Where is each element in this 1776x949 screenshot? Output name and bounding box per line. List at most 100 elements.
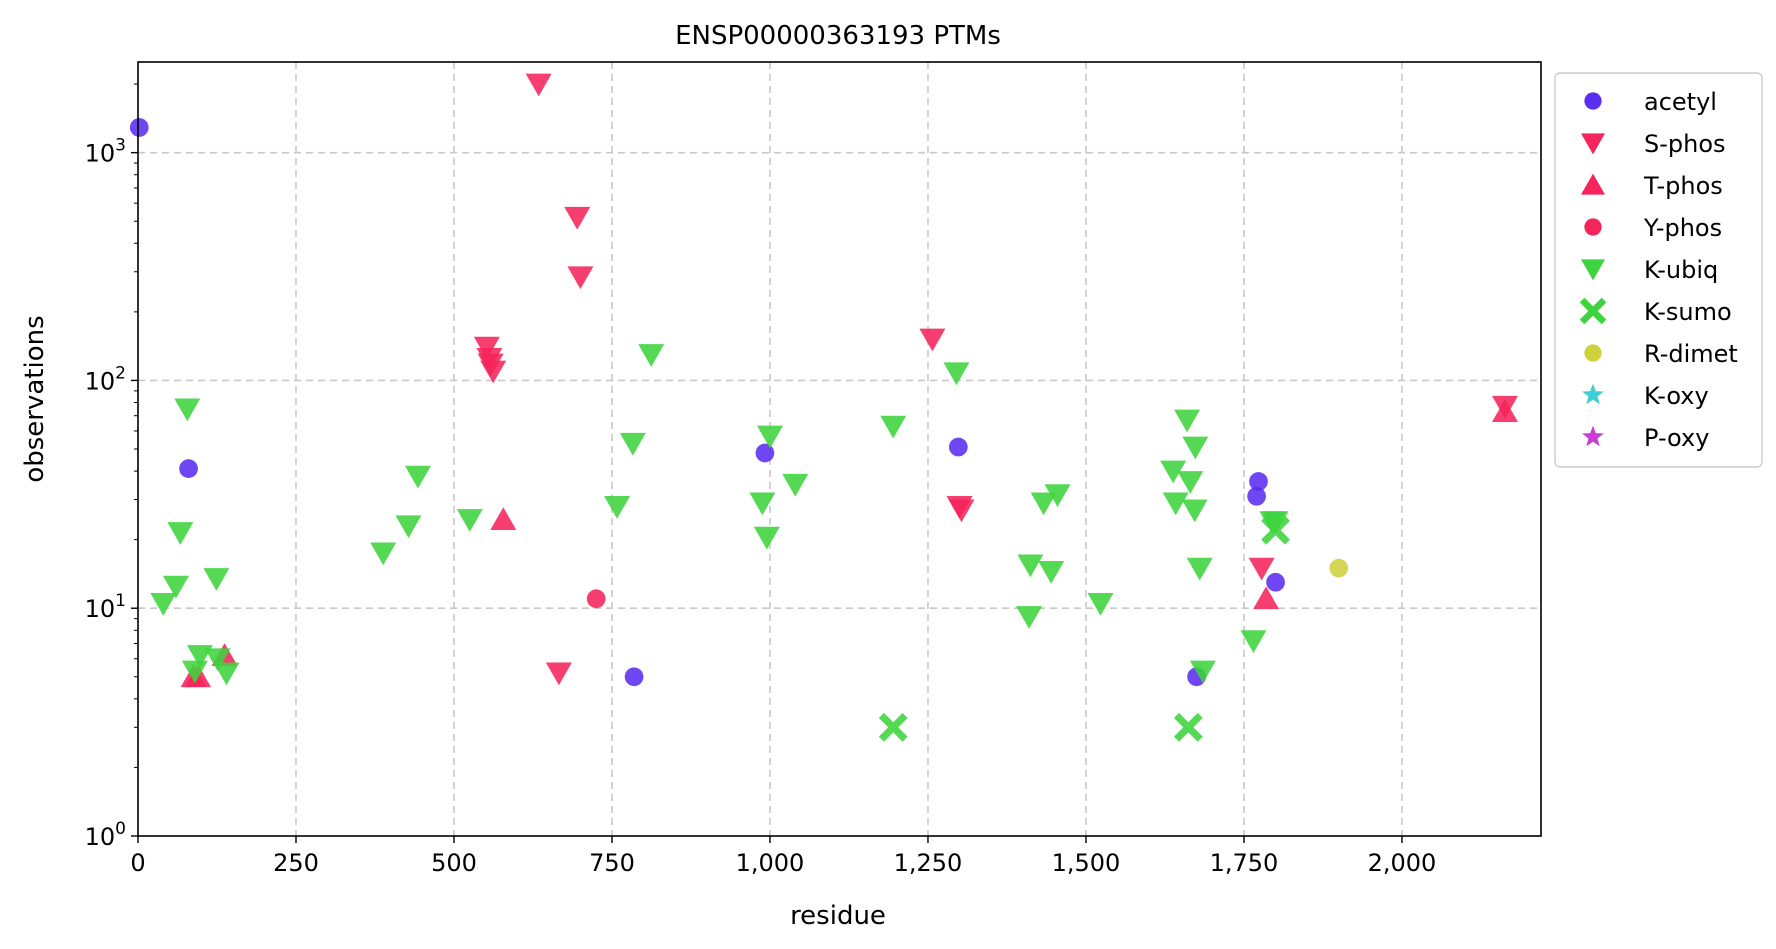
k-ubiq-point — [753, 526, 780, 550]
s-phos-point — [1248, 557, 1275, 581]
k-ubiq-point — [943, 362, 970, 386]
x-tick-label: 1,500 — [1052, 849, 1121, 877]
x-tick-label: 500 — [431, 849, 477, 877]
acetyl-point — [129, 118, 149, 137]
data-points — [129, 73, 1518, 742]
k-ubiq-point — [1162, 492, 1189, 516]
legend: acetyl S-phos T-phos Y-phos K-ubiq K-sumo R-di… — [1554, 72, 1763, 468]
k-ubiq-point — [456, 509, 483, 532]
k-ubiq-point — [1177, 471, 1204, 494]
k-ubiq-point — [1181, 499, 1208, 523]
chart-title: ENSP00000363193 PTMs — [675, 21, 1001, 51]
legend-box — [1554, 72, 1763, 468]
k-ubiq-point — [1240, 630, 1267, 654]
legend-marker-r-dimet — [1584, 344, 1602, 362]
k-ubiq-point — [167, 522, 194, 545]
k-ubiq-point — [604, 495, 631, 519]
y-axis-label: observations — [20, 315, 50, 482]
acetyl-point — [1247, 486, 1266, 506]
k-ubiq-point — [1174, 409, 1201, 433]
k-ubiq-point — [1189, 660, 1216, 684]
k-ubiq-point — [370, 542, 397, 566]
legend-label-s-phos: S-phos — [1644, 130, 1726, 158]
k-ubiq-point — [181, 660, 208, 684]
legend-marker-k-sumo — [1579, 297, 1607, 325]
acetyl-point — [948, 437, 968, 457]
k-ubiq-point — [749, 492, 776, 516]
acetyl-point — [624, 667, 644, 687]
k-ubiq-point — [395, 515, 422, 539]
acetyl-point — [1266, 572, 1285, 592]
y-phos-point — [586, 589, 606, 609]
s-phos-point — [567, 266, 594, 290]
x-tick-label: 1,750 — [1210, 849, 1279, 877]
legend-label-acetyl: acetyl — [1644, 88, 1717, 116]
k-ubiq-point — [1016, 606, 1043, 629]
k-ubiq-point — [1044, 484, 1071, 508]
x-tick-label: 0 — [130, 849, 145, 877]
legend-label-k-ubiq: K-ubiq — [1644, 256, 1718, 284]
k-sumo-point — [878, 712, 908, 742]
k-ubiq-point — [880, 415, 907, 439]
s-phos-point — [564, 206, 591, 230]
k-ubiq-point — [203, 568, 230, 591]
k-ubiq-point — [174, 398, 201, 422]
acetyl-point — [1249, 472, 1268, 491]
series-r-dimet — [1329, 558, 1349, 578]
legend-marker-y-phos — [1584, 218, 1602, 236]
k-ubiq-point — [1038, 561, 1065, 584]
t-phos-point — [490, 507, 517, 530]
series-k-ubiq — [150, 344, 1289, 686]
k-ubiq-point — [1087, 592, 1114, 616]
x-tick-label: 1,250 — [894, 849, 963, 877]
k-ubiq-point — [213, 662, 240, 686]
t-phos-point — [1491, 399, 1518, 422]
k-ubiq-point — [1030, 492, 1057, 516]
series-y-phos — [586, 589, 606, 609]
legend-marker-s-phos — [1581, 133, 1605, 155]
k-sumo-point — [1173, 712, 1203, 742]
x-tick-label: 2,000 — [1368, 849, 1437, 877]
series-k-sumo — [878, 515, 1290, 742]
x-tick-label: 250 — [273, 849, 319, 877]
legend-label-t-phos: T-phos — [1643, 172, 1723, 200]
k-ubiq-point — [619, 432, 646, 456]
acetyl-point — [755, 443, 775, 463]
legend-marker-k-ubiq — [1581, 259, 1605, 281]
legend-label-k-sumo: K-sumo — [1644, 298, 1732, 326]
k-sumo-point — [1261, 515, 1290, 545]
s-phos-point — [545, 662, 572, 686]
x-axis: 0 250 500 750 1,000 1,250 1,500 1,750 2,000 — [130, 836, 1436, 877]
k-ubiq-point — [1182, 436, 1209, 460]
legend-marker-t-phos — [1581, 173, 1605, 195]
k-ubiq-point — [782, 473, 809, 497]
k-ubiq-point — [162, 575, 189, 599]
s-phos-point — [480, 360, 507, 384]
s-phos-point — [525, 73, 552, 97]
k-ubiq-point — [1262, 511, 1289, 534]
k-ubiq-point — [404, 465, 431, 489]
legend-label-k-oxy: K-oxy — [1644, 382, 1709, 410]
r-dimet-point — [1329, 558, 1349, 578]
series-acetyl — [129, 118, 1285, 687]
x-tick-label: 1,000 — [736, 849, 805, 877]
legend-marker-k-oxy — [1582, 383, 1604, 405]
k-ubiq-point — [756, 425, 783, 449]
legend-label-y-phos: Y-phos — [1643, 214, 1722, 242]
legend-label-p-oxy: P-oxy — [1644, 424, 1709, 452]
k-ubiq-point — [1186, 557, 1213, 581]
legend-marker-acetyl — [1584, 92, 1602, 110]
k-ubiq-point — [1017, 554, 1044, 578]
series-s-phos — [473, 73, 1518, 686]
s-phos-point — [948, 499, 975, 523]
k-ubiq-point — [1160, 460, 1187, 484]
k-ubiq-point — [204, 648, 231, 672]
k-ubiq-point — [638, 344, 665, 367]
x-tick-label: 750 — [589, 849, 635, 877]
t-phos-point — [1253, 586, 1280, 610]
acetyl-point — [179, 459, 198, 478]
k-ubiq-point — [150, 592, 177, 616]
legend-marker-p-oxy — [1582, 425, 1604, 447]
